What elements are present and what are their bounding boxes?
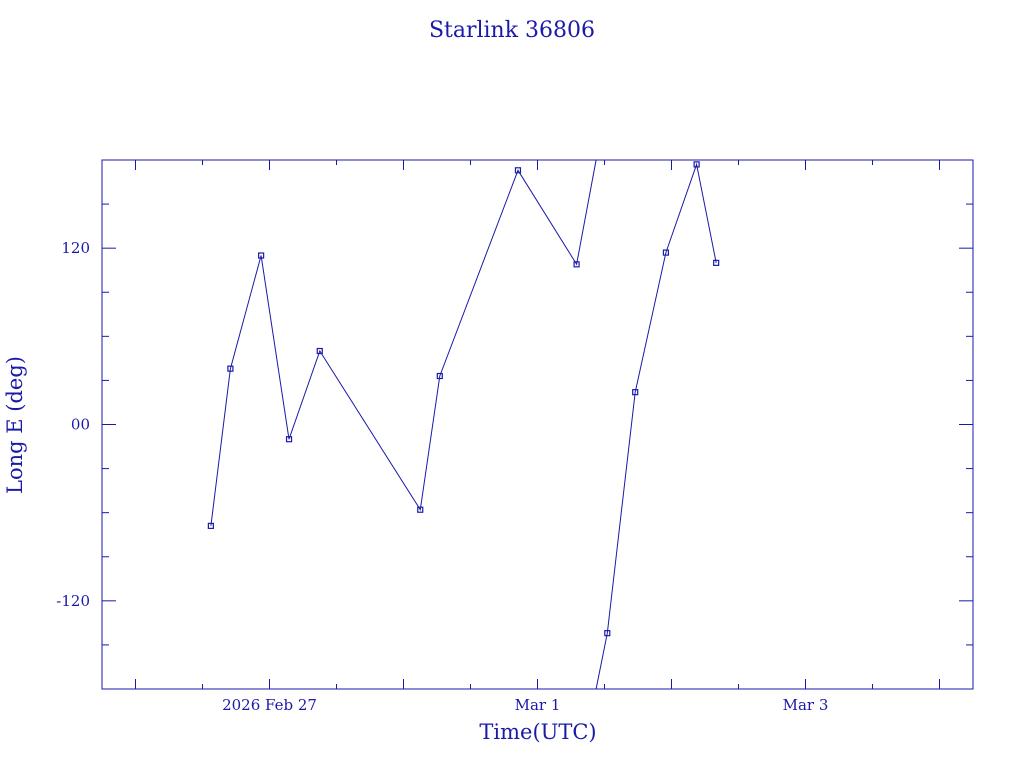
data-markers <box>207 161 720 637</box>
y-tick-label: 120 <box>61 239 90 257</box>
data-point <box>632 389 639 396</box>
series-line <box>595 162 717 690</box>
y-axis-label: Long E (deg) <box>3 356 27 494</box>
plot-frame <box>101 159 974 690</box>
series-lines <box>210 159 717 690</box>
tick-labels: 2026 Feb 27 Mar 1 Mar 3 -120 00 120 <box>56 239 828 714</box>
x-tick-label: Mar 1 <box>515 696 561 714</box>
y-tick-label: 00 <box>71 416 90 434</box>
axis-ticks <box>102 160 973 689</box>
data-point <box>227 365 234 372</box>
data-point <box>662 249 670 256</box>
data-point <box>316 347 323 355</box>
x-tick-label: 2026 Feb 27 <box>222 696 317 714</box>
x-tick-label: Mar 3 <box>783 696 829 714</box>
data-point <box>693 161 700 168</box>
data-point <box>573 261 580 268</box>
data-point <box>514 167 522 174</box>
data-point <box>417 506 424 513</box>
x-axis-label: Time(UTC) <box>479 720 596 744</box>
data-point <box>713 259 720 266</box>
data-point <box>285 436 293 443</box>
data-point <box>258 252 265 259</box>
y-tick-label: -120 <box>56 592 90 610</box>
data-point <box>604 630 611 637</box>
series-line <box>210 159 597 526</box>
chart-title: Starlink 36806 <box>429 18 595 43</box>
data-point <box>436 372 443 380</box>
data-point <box>207 522 214 529</box>
